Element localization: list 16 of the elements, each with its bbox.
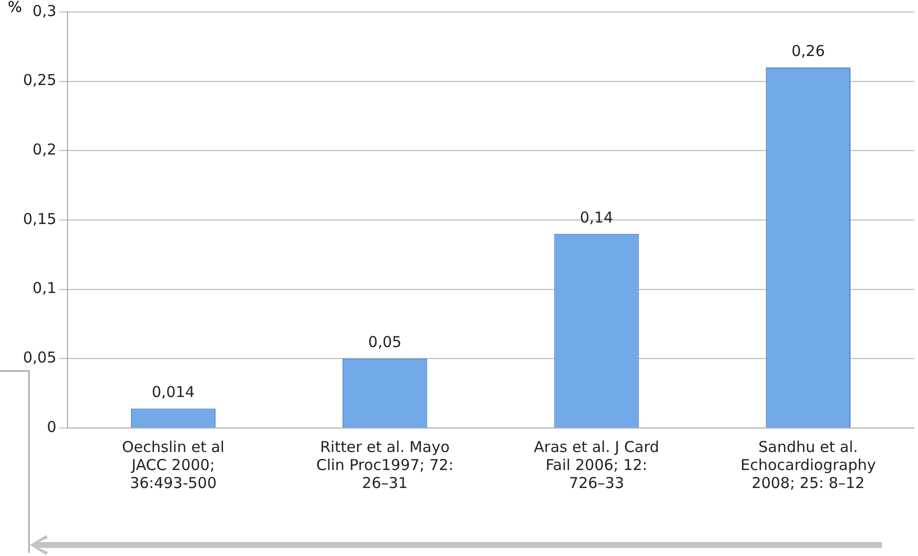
data-label: 0,14: [580, 208, 614, 226]
y-tick-label: 0: [46, 418, 56, 436]
x-tick-label: Sandhu et al. Echocardiography 2008; 25: 8–12: [740, 438, 876, 492]
data-label: 0,05: [368, 333, 402, 352]
x-tick-label: Ritter et al. Mayo Clin Proc1997; 72: 26–31: [316, 438, 454, 492]
y-tick-label: 0,15: [22, 210, 56, 228]
y-tick-label: 0,1: [32, 279, 56, 298]
x-tick-label: Aras et al. J Card Fail 2006; 12: 726–33: [534, 438, 660, 492]
y-tick-label: 0,3: [32, 2, 56, 20]
x-tick-label: Oechslin et al JACC 2000; 36:493-500: [122, 438, 224, 492]
y-tick-label: 0,05: [22, 348, 56, 367]
data-label: 0,014: [152, 382, 195, 401]
y-axis-title: %: [8, 0, 22, 16]
y-tick-label: 0,25: [22, 71, 56, 90]
data-label: 0,26: [791, 42, 825, 60]
y-tick-label: 0,2: [32, 140, 56, 159]
